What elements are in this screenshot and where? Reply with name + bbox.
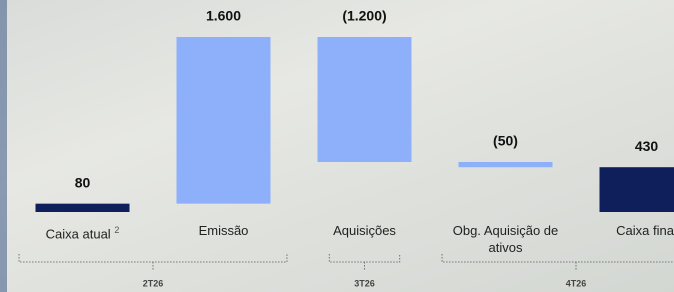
period-bracket (19, 254, 287, 270)
footnote-marker: 2 (114, 225, 119, 235)
value-label: 80 (75, 174, 91, 190)
period-label: 2T26 (143, 278, 164, 288)
bar (36, 204, 130, 212)
bar (459, 162, 553, 167)
period-bracket (442, 254, 674, 270)
period-bracket (329, 254, 400, 270)
category-text: Aquisições (333, 223, 396, 238)
bar (600, 167, 674, 212)
category-text: Emissão (199, 223, 249, 238)
category-label: Caixa final (587, 222, 674, 239)
value-label: 430 (635, 138, 659, 154)
bar (318, 37, 412, 162)
period-label: 3T26 (354, 278, 375, 288)
category-label: Emissão (164, 222, 284, 239)
chart-svg: 80 1.600 (1.200) (50) 430 2T26 3T26 4T26 (0, 0, 674, 292)
value-label: (1.200) (342, 8, 386, 24)
value-label: 1.600 (206, 8, 241, 24)
category-text: Caixa atual (46, 226, 111, 241)
category-text: Caixa final (616, 223, 674, 238)
bar (177, 37, 271, 204)
value-label: (50) (493, 133, 518, 149)
category-label: Caixa atual 2 (23, 222, 143, 242)
category-text: Obg. Aquisição de ativos (453, 223, 559, 255)
category-label: Aquisições (305, 222, 425, 239)
chart: 80 1.600 (1.200) (50) 430 2T26 3T26 4T26 Caixa … (0, 0, 674, 292)
period-label: 4T26 (566, 278, 587, 288)
category-label: Obg. Aquisição de ativos (446, 222, 566, 256)
